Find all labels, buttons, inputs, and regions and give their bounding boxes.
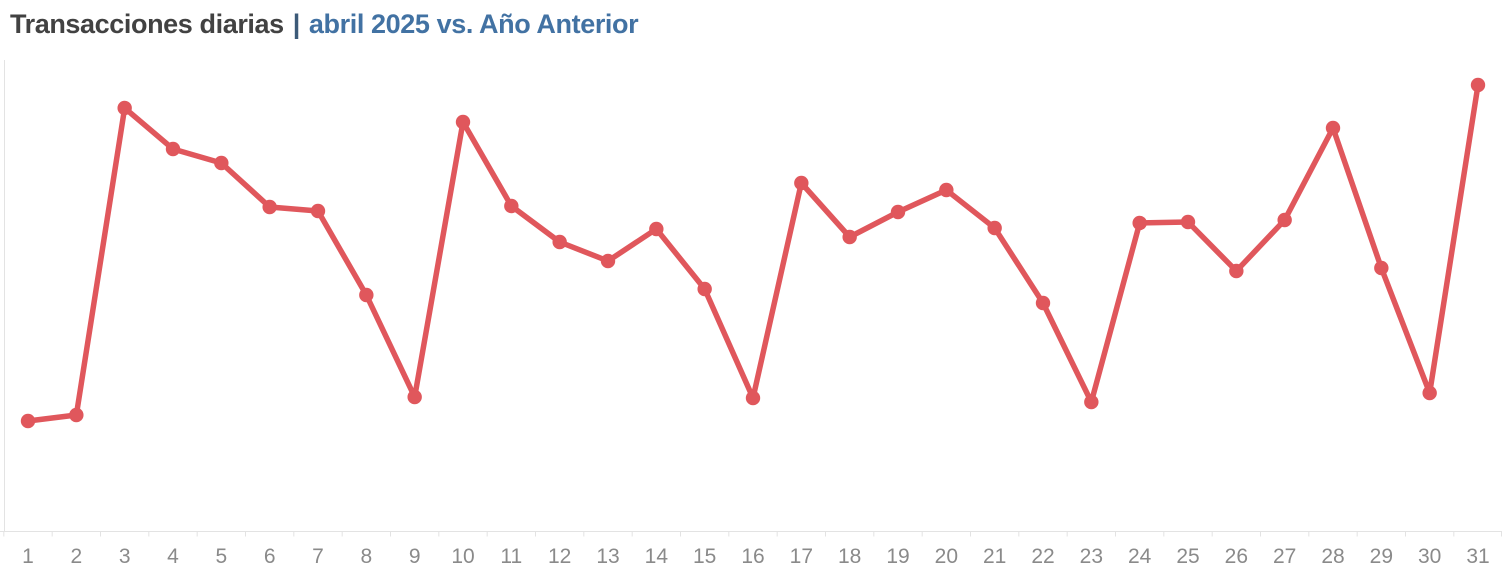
x-axis-label: 22 <box>1031 545 1054 568</box>
data-point-day-7[interactable] <box>310 203 326 219</box>
data-point-day-31[interactable] <box>1470 77 1486 93</box>
x-axis-label: 10 <box>451 545 474 568</box>
data-point-day-22[interactable] <box>1035 295 1051 311</box>
x-axis-label: 3 <box>119 545 131 568</box>
data-point-day-6[interactable] <box>262 199 277 215</box>
data-point-day-12[interactable] <box>552 234 567 250</box>
x-axis-label: 26 <box>1225 545 1248 568</box>
x-axis-label: 29 <box>1370 545 1393 568</box>
data-point-day-21[interactable] <box>987 220 1002 236</box>
data-point-day-23[interactable] <box>1084 394 1099 410</box>
series-line <box>25 82 1481 424</box>
x-axis-label: 11 <box>500 545 522 568</box>
x-axis-label: 28 <box>1321 545 1344 568</box>
x-axis-label: 5 <box>215 545 227 568</box>
x-axis-label: 24 <box>1128 545 1152 568</box>
x-axis-label: 9 <box>409 545 421 568</box>
x-axis-label: 6 <box>264 545 276 568</box>
x-axis-label: 27 <box>1273 545 1296 568</box>
x-axis-label: 17 <box>790 545 813 568</box>
x-axis-label: 2 <box>70 545 82 568</box>
data-point-day-10[interactable] <box>455 114 471 130</box>
chart-title-subtitle: abril 2025 vs. Año Anterior <box>308 9 639 39</box>
x-axis-label: 31 <box>1466 545 1489 568</box>
data-point-day-26[interactable] <box>1229 263 1244 279</box>
data-point-day-25[interactable] <box>1180 214 1196 230</box>
x-axis-label: 21 <box>983 545 1006 568</box>
data-point-day-14[interactable] <box>649 221 664 237</box>
x-axis-label: 13 <box>596 545 619 568</box>
x-axis-label: 18 <box>838 545 861 568</box>
chart-title-separator: | <box>292 9 301 39</box>
x-axis-label: 15 <box>693 545 716 568</box>
x-axis-label: 1 <box>22 545 34 568</box>
x-axis-label: 12 <box>548 545 571 568</box>
x-axis-label: 19 <box>886 545 909 568</box>
data-point-day-13[interactable] <box>600 253 616 269</box>
data-point-day-17[interactable] <box>794 175 809 191</box>
data-point-day-8[interactable] <box>359 287 374 303</box>
data-point-day-11[interactable] <box>504 198 519 214</box>
x-axis-label: 16 <box>741 545 764 568</box>
data-point-day-1[interactable] <box>20 413 36 429</box>
data-point-day-27[interactable] <box>1277 212 1292 228</box>
chart-title-main: Transacciones diarias <box>10 9 284 39</box>
data-point-day-4[interactable] <box>165 141 181 157</box>
data-point-day-19[interactable] <box>890 204 906 220</box>
data-point-day-16[interactable] <box>745 390 761 406</box>
data-point-day-20[interactable] <box>939 182 954 198</box>
data-point-day-2[interactable] <box>69 407 84 423</box>
x-axis-label: 20 <box>935 545 958 568</box>
data-point-day-24[interactable] <box>1132 215 1147 231</box>
data-point-day-15[interactable] <box>697 281 712 297</box>
x-axis-label: 14 <box>645 545 669 568</box>
x-axis-label: 30 <box>1418 545 1441 568</box>
data-point-day-18[interactable] <box>842 229 857 245</box>
data-point-day-9[interactable] <box>407 389 422 405</box>
data-point-day-5[interactable] <box>214 155 229 171</box>
chart-title: Transacciones diarias | abril 2025 vs. Año… <box>10 9 639 40</box>
x-axis-label: 8 <box>360 545 372 568</box>
x-axis-label: 4 <box>167 545 179 568</box>
data-point-day-28[interactable] <box>1325 120 1341 136</box>
data-point-day-3[interactable] <box>117 100 132 116</box>
x-axis-label: 25 <box>1176 545 1199 568</box>
x-axis-label: 23 <box>1080 545 1103 568</box>
x-axis-label: 7 <box>312 545 324 568</box>
data-point-day-30[interactable] <box>1422 385 1437 401</box>
data-point-day-29[interactable] <box>1374 260 1389 276</box>
